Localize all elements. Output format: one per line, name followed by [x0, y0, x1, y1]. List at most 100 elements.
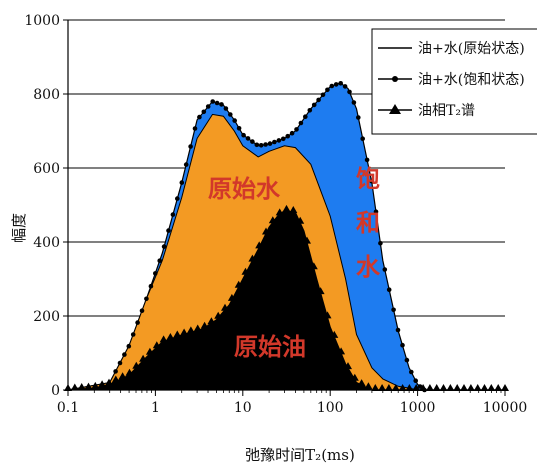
y-tick-label: 600 — [33, 161, 60, 177]
saturated-point — [298, 120, 304, 126]
saturated-point — [294, 127, 299, 132]
region-label-original-oil: 原始油 — [234, 333, 306, 361]
series-line-2 — [67, 209, 505, 391]
axes: 0 200 400 600 800 1000 0.1 1 10 100 1000 10000 — [24, 13, 527, 416]
oil-phase-point — [473, 384, 482, 391]
oil-phase-point — [91, 381, 100, 389]
saturated-point — [157, 258, 162, 264]
oil-phase-point — [98, 380, 107, 388]
oil-phase-point — [214, 311, 223, 319]
x-tick-label: 1000 — [400, 400, 436, 416]
saturated-point — [395, 327, 401, 333]
legend-label-0: 油+水(原始状态) — [418, 41, 525, 57]
saturated-point — [223, 106, 229, 111]
oil-phase-point — [77, 383, 86, 390]
saturated-point — [126, 343, 132, 349]
saturated-point — [170, 212, 176, 217]
oil-phase-point — [200, 321, 209, 329]
saturated-point — [329, 83, 335, 89]
oil-phase-point — [268, 216, 277, 224]
y-tick-label: 0 — [51, 383, 60, 399]
oil-phase-point — [378, 384, 387, 391]
oil-phase-point — [460, 384, 468, 391]
saturated-point — [254, 142, 260, 148]
saturated-point — [338, 81, 344, 86]
oil-phase-point — [330, 330, 339, 338]
saturated-point — [272, 139, 277, 145]
saturated-point — [333, 82, 339, 87]
saturated-point — [192, 126, 198, 131]
series-markers — [64, 81, 509, 393]
oil-phase-point — [125, 368, 134, 376]
y-tick-label: 200 — [33, 309, 60, 325]
oil-phase-point — [255, 241, 264, 249]
saturated-label-char: 饱 — [356, 165, 380, 193]
saturated-point — [373, 209, 379, 214]
saturated-point — [113, 369, 118, 374]
oil-phase-point — [384, 384, 393, 391]
saturated-point — [267, 141, 273, 146]
oil-phase-point — [501, 384, 509, 391]
saturated-point — [210, 99, 215, 104]
oil-phase-point — [446, 384, 455, 391]
saturated-point — [153, 271, 158, 276]
legend-dot-marker — [392, 76, 398, 82]
saturated-point — [148, 283, 154, 289]
saturated-point — [144, 296, 149, 302]
oil-phase-point — [350, 373, 359, 381]
oil-phase-point — [84, 382, 93, 390]
saturated-point — [413, 378, 419, 384]
saturated-point — [183, 162, 189, 167]
oil-phase-point — [173, 330, 182, 338]
saturated-point — [263, 142, 268, 147]
saturated-point — [232, 118, 237, 123]
saturated-point — [135, 320, 140, 325]
saturated-point — [139, 308, 145, 314]
oil-phase-point — [371, 384, 380, 391]
oil-phase-point — [344, 362, 352, 370]
oil-phase-point — [111, 375, 120, 383]
oil-phase-point — [152, 341, 161, 349]
saturated-point — [325, 87, 330, 93]
oil-phase-point — [398, 384, 407, 391]
saturated-point — [307, 108, 313, 113]
legend-box — [371, 28, 537, 135]
oil-phase-point — [494, 384, 503, 391]
region-label-saturated-water: 饱和水 — [356, 165, 381, 281]
legend: 油+水(原始状态) 油+水(饱和状态) 油相T₂谱 — [371, 28, 537, 135]
saturated-point — [117, 360, 123, 366]
saturated-point — [219, 102, 224, 107]
oil-phase-point — [323, 311, 332, 319]
oil-phase-point — [241, 267, 250, 275]
oil-phase-point — [466, 384, 475, 391]
legend-label-2: 油相T₂谱 — [418, 103, 475, 119]
saturated-label-char: 和 — [356, 209, 380, 237]
saturated-point — [122, 352, 127, 357]
saturated-point — [347, 89, 352, 95]
oil-phase-point — [193, 324, 202, 332]
saturated-point — [245, 136, 251, 141]
y-axis-title: 幅度 — [10, 213, 28, 243]
oil-phase-point — [364, 382, 373, 390]
saturated-point — [228, 112, 233, 117]
oil-phase-point — [105, 378, 113, 386]
oil-phase-point — [357, 379, 366, 387]
saturated-point — [303, 114, 308, 119]
oil-phase-point — [453, 384, 462, 391]
oil-phase-point — [159, 335, 168, 343]
saturated-point — [316, 97, 321, 103]
saturated-point — [241, 132, 246, 138]
oil-phase-point — [70, 383, 79, 391]
oil-phase-point — [480, 384, 489, 391]
saturated-point — [250, 139, 255, 144]
series-area-2 — [68, 210, 505, 390]
oil-phase-point — [282, 204, 291, 212]
saturated-point — [276, 138, 282, 143]
oil-phase-point — [180, 328, 189, 336]
region-label-original-water: 原始水 — [208, 175, 281, 203]
oil-phase-point — [412, 384, 421, 391]
saturated-point — [188, 144, 193, 149]
x-tick-label: 100 — [317, 400, 344, 416]
oil-phase-point — [227, 293, 236, 301]
